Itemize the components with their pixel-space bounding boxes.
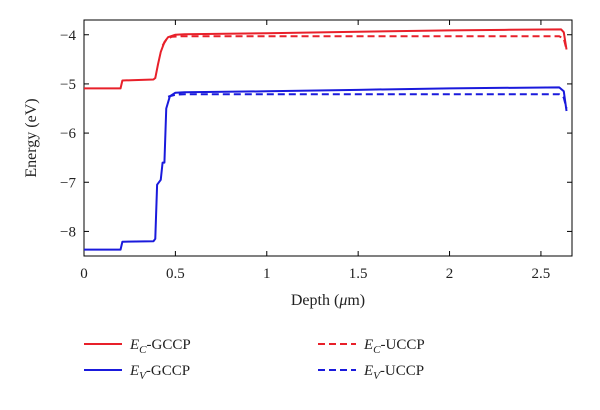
legend-label-sub: C (373, 344, 381, 356)
series-line-c-gccp (84, 28, 568, 90)
x-tick-label: 0 (80, 266, 88, 282)
series-line-v-gccp (84, 86, 568, 251)
y-tick-label: −4 (60, 28, 76, 44)
legend-label: EC-GCCP (129, 337, 191, 356)
series-line-v-uccp (167, 93, 568, 109)
legend-label: EV-UCCP (363, 363, 424, 382)
legend-label-sub: V (373, 370, 381, 382)
y-tick-label: −6 (60, 126, 76, 142)
x-tick-label: 1.5 (349, 266, 368, 282)
y-tick-label: −7 (60, 175, 76, 191)
x-tick-label: 2.5 (532, 266, 551, 282)
x-axis-label-mu: μ (338, 292, 347, 309)
x-tick-label: 2 (446, 266, 454, 282)
legend-label-rest: -UCCP (381, 337, 425, 353)
legend-label-sub: V (139, 370, 147, 382)
x-axis-label: Depth (μm) (291, 292, 365, 309)
x-axis-ticks: 0 0.5 1 1.5 2 2.5 (80, 20, 550, 282)
series-line-c-uccp (161, 35, 568, 50)
legend-label-main: E (363, 337, 373, 353)
legend-label-main: E (129, 337, 139, 353)
legend-label-sub: C (139, 344, 147, 356)
y-axis-ticks: −8 −7 −6 −5 −4 (60, 28, 572, 240)
y-tick-label: −5 (60, 77, 76, 93)
legend-label-main: E (129, 363, 139, 379)
legend-entry: EV-UCCP (318, 363, 424, 382)
y-tick-label: −8 (60, 224, 76, 240)
legend-label-rest: -UCCP (380, 363, 424, 379)
x-axis-label-suffix: m) (347, 292, 365, 309)
x-tick-label: 1 (263, 266, 271, 282)
legend-label-main: E (363, 363, 373, 379)
legend-entry: EC-UCCP (318, 337, 425, 356)
y-axis-label: Energy (eV) (23, 98, 40, 177)
legend-label-rest: -GCCP (146, 363, 190, 379)
legend-label-rest: -GCCP (147, 337, 191, 353)
legend-entry: EV-GCCP (84, 363, 190, 382)
x-axis-label-prefix: Depth ( (291, 292, 339, 309)
series-lines (84, 28, 568, 251)
legend-entry: EC-GCCP (84, 337, 191, 356)
legend-label: EC-UCCP (363, 337, 425, 356)
plot-frame (83, 19, 573, 257)
legend-label: EV-GCCP (129, 363, 190, 382)
x-tick-label: 0.5 (166, 266, 185, 282)
